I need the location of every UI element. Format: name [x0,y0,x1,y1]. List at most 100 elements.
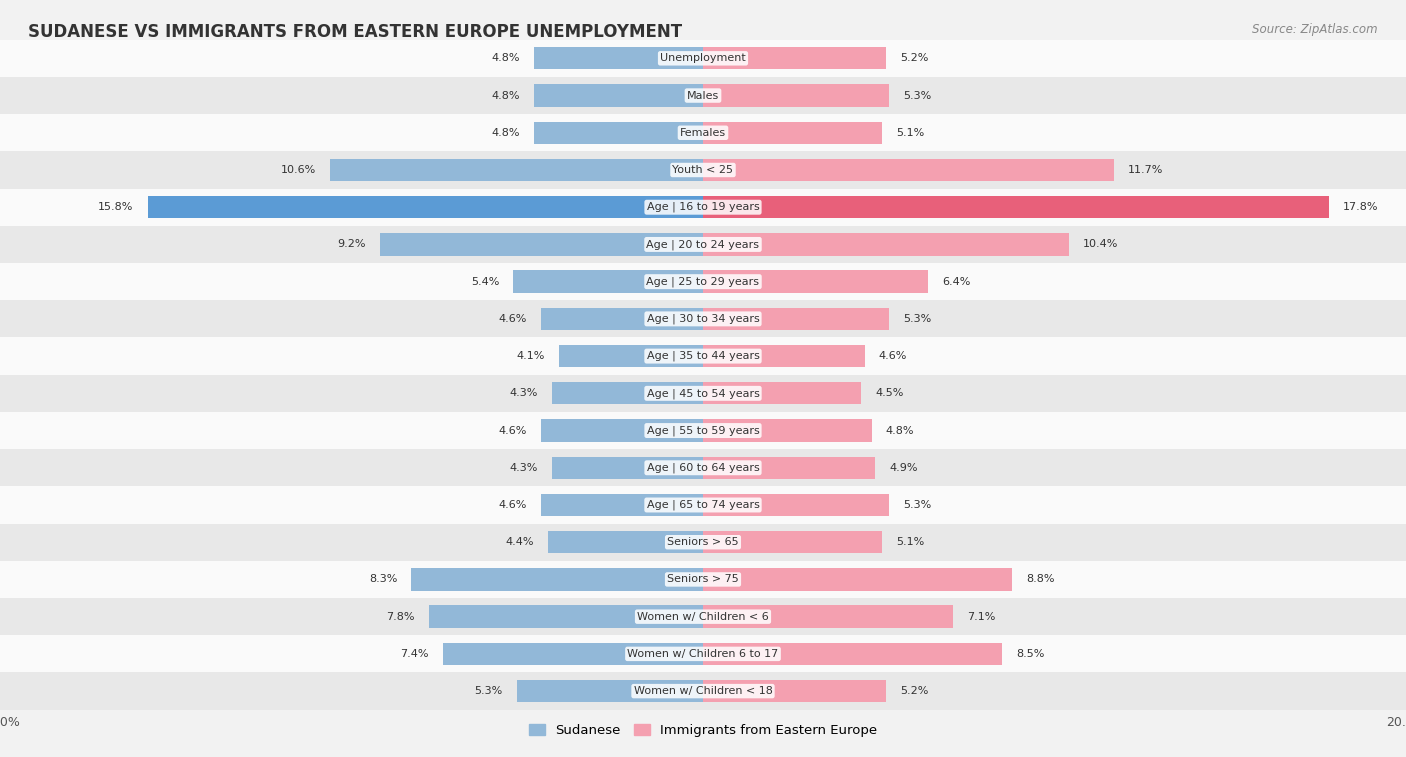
Bar [0,672,1406,710]
Text: 4.5%: 4.5% [875,388,904,398]
Text: 4.3%: 4.3% [509,463,537,473]
Text: 4.6%: 4.6% [499,425,527,435]
Text: 5.4%: 5.4% [471,276,499,287]
Bar [330,159,703,181]
Text: 8.8%: 8.8% [1026,575,1054,584]
Text: 6.4%: 6.4% [942,276,970,287]
Text: 8.5%: 8.5% [1015,649,1045,659]
Text: Source: ZipAtlas.com: Source: ZipAtlas.com [1253,23,1378,36]
Bar [0,188,1406,226]
Bar [703,531,883,553]
Text: Youth < 25: Youth < 25 [672,165,734,175]
Bar [551,456,703,479]
Text: 4.8%: 4.8% [492,128,520,138]
Bar [0,338,1406,375]
Bar [548,531,703,553]
Text: 5.3%: 5.3% [904,314,932,324]
Bar [541,419,703,442]
Text: Males: Males [688,91,718,101]
Bar [703,159,1114,181]
Text: 4.1%: 4.1% [516,351,546,361]
Text: 7.8%: 7.8% [387,612,415,621]
Bar [703,680,886,702]
Text: Age | 16 to 19 years: Age | 16 to 19 years [647,202,759,213]
Bar [0,114,1406,151]
Bar [703,233,1069,256]
Bar [703,122,883,144]
Text: Age | 30 to 34 years: Age | 30 to 34 years [647,313,759,324]
Bar [703,456,875,479]
Bar [0,561,1406,598]
Bar [0,226,1406,263]
Bar [541,494,703,516]
Text: Unemployment: Unemployment [661,53,745,64]
Text: Age | 65 to 74 years: Age | 65 to 74 years [647,500,759,510]
Text: 5.1%: 5.1% [897,537,925,547]
Bar [0,412,1406,449]
Text: Seniors > 65: Seniors > 65 [668,537,738,547]
Text: Age | 45 to 54 years: Age | 45 to 54 years [647,388,759,399]
Bar [560,345,703,367]
Bar [703,345,865,367]
Bar [443,643,703,665]
Text: 10.4%: 10.4% [1083,239,1118,250]
Bar [0,151,1406,188]
Text: Women w/ Children < 6: Women w/ Children < 6 [637,612,769,621]
Bar [703,382,860,404]
Text: 7.1%: 7.1% [967,612,995,621]
Bar [703,307,889,330]
Bar [0,375,1406,412]
Bar [429,606,703,628]
Text: 4.8%: 4.8% [886,425,914,435]
Bar [703,606,953,628]
Text: 5.2%: 5.2% [900,53,928,64]
Text: Women w/ Children < 18: Women w/ Children < 18 [634,686,772,696]
Text: 5.2%: 5.2% [900,686,928,696]
Bar [703,643,1001,665]
Text: 15.8%: 15.8% [98,202,134,212]
Text: 11.7%: 11.7% [1129,165,1164,175]
Bar [0,487,1406,524]
Text: 4.6%: 4.6% [879,351,907,361]
Bar [0,524,1406,561]
Text: Age | 25 to 29 years: Age | 25 to 29 years [647,276,759,287]
Text: 9.2%: 9.2% [337,239,366,250]
Bar [0,77,1406,114]
Bar [703,84,889,107]
Text: 4.9%: 4.9% [890,463,918,473]
Bar [703,419,872,442]
Bar [412,569,703,590]
Bar [703,47,886,70]
Text: Women w/ Children 6 to 17: Women w/ Children 6 to 17 [627,649,779,659]
Bar [703,569,1012,590]
Text: Seniors > 75: Seniors > 75 [666,575,740,584]
Bar [703,196,1329,218]
Bar [534,122,703,144]
Bar [517,680,703,702]
Bar [148,196,703,218]
Text: 4.3%: 4.3% [509,388,537,398]
Text: Age | 35 to 44 years: Age | 35 to 44 years [647,350,759,361]
Text: Age | 60 to 64 years: Age | 60 to 64 years [647,463,759,473]
Bar [0,449,1406,487]
Bar [534,84,703,107]
Text: 4.8%: 4.8% [492,91,520,101]
Text: Age | 20 to 24 years: Age | 20 to 24 years [647,239,759,250]
Legend: Sudanese, Immigrants from Eastern Europe: Sudanese, Immigrants from Eastern Europe [523,718,883,742]
Text: 4.4%: 4.4% [506,537,534,547]
Bar [380,233,703,256]
Text: 4.6%: 4.6% [499,314,527,324]
Text: 5.3%: 5.3% [474,686,503,696]
Text: 4.8%: 4.8% [492,53,520,64]
Bar [0,263,1406,301]
Bar [551,382,703,404]
Text: 4.6%: 4.6% [499,500,527,510]
Text: Females: Females [681,128,725,138]
Bar [541,307,703,330]
Bar [513,270,703,293]
Text: SUDANESE VS IMMIGRANTS FROM EASTERN EUROPE UNEMPLOYMENT: SUDANESE VS IMMIGRANTS FROM EASTERN EURO… [28,23,682,41]
Text: 8.3%: 8.3% [368,575,398,584]
Bar [703,270,928,293]
Text: 17.8%: 17.8% [1343,202,1378,212]
Bar [0,635,1406,672]
